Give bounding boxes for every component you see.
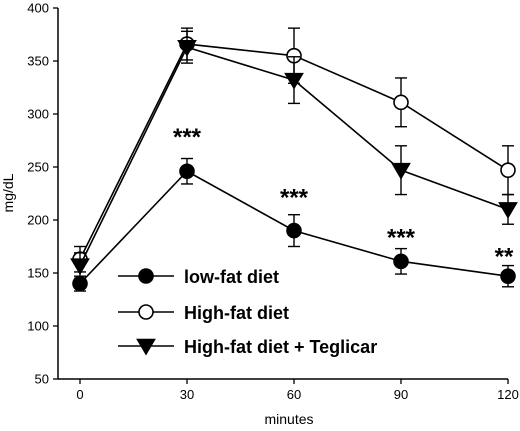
x-tick-label: 0: [76, 387, 83, 402]
data-point: [177, 39, 197, 57]
data-point: [498, 202, 518, 219]
y-tick-label: 50: [35, 372, 49, 387]
y-tick-label: 300: [27, 107, 49, 122]
y-axis-ticks: 50 100 150 200 250 300 350 400: [27, 1, 58, 387]
data-point: [391, 162, 411, 180]
legend-item: low-fat diet: [118, 267, 279, 287]
data-point: [393, 94, 409, 111]
x-axis-ticks: 0 30 60 90 120: [76, 379, 519, 402]
data-point: [286, 222, 302, 239]
y-tick-label: 150: [27, 266, 49, 281]
legend-item: High-fat diet + Teglicar: [118, 337, 377, 357]
legend-item: High-fat diet: [118, 303, 289, 323]
legend-label: High-fat diet + Teglicar: [184, 337, 377, 357]
significance-label: ***: [280, 184, 309, 211]
x-tick-label: 90: [394, 387, 408, 402]
data-point: [179, 163, 195, 180]
x-axis-title: minutes: [264, 411, 313, 427]
data-point: [500, 162, 516, 178]
y-tick-label: 400: [27, 1, 49, 16]
data-point: [393, 253, 409, 270]
legend-marker: [138, 304, 154, 320]
x-tick-label: 30: [180, 387, 194, 402]
legend-marker: [136, 338, 156, 356]
y-tick-label: 100: [27, 319, 49, 334]
series-0: [72, 157, 516, 292]
y-axis-title: mg/dL: [0, 173, 16, 212]
data-point: [72, 275, 88, 292]
legend-label: low-fat diet: [184, 267, 279, 287]
data-point: [500, 268, 516, 284]
series-layer: [70, 27, 518, 292]
y-tick-label: 250: [27, 160, 49, 175]
legend-marker: [138, 268, 154, 284]
significance-label: ***: [387, 225, 416, 252]
legend: low-fat diet High-fat diet High-fat diet +…: [118, 267, 377, 357]
y-tick-label: 200: [27, 213, 49, 228]
data-point: [284, 72, 304, 90]
y-tick-label: 350: [27, 54, 49, 69]
series-2: [70, 30, 518, 279]
significance-annotations: ***********: [173, 124, 514, 271]
x-tick-label: 120: [497, 387, 519, 402]
data-point: [70, 258, 90, 276]
legend-label: High-fat diet: [184, 303, 289, 323]
significance-label: ***: [173, 124, 202, 151]
x-tick-label: 60: [287, 387, 301, 402]
significance-label: **: [495, 244, 514, 271]
